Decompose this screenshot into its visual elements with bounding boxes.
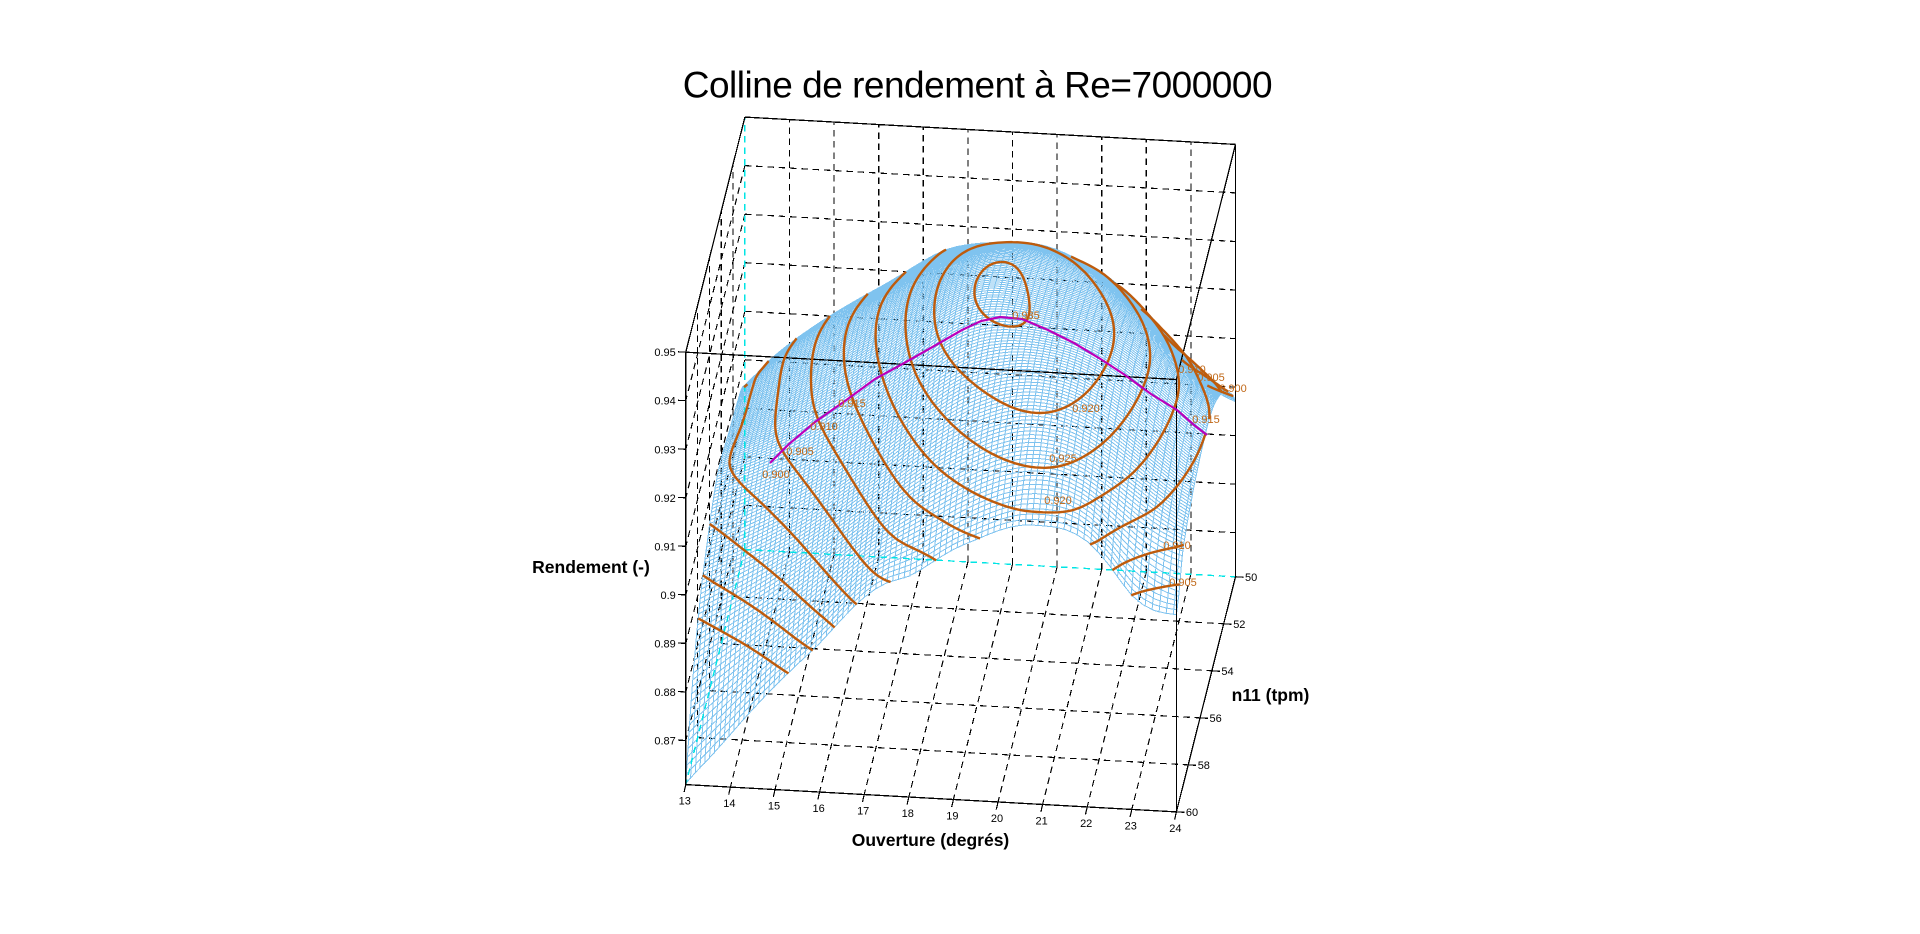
svg-text:0.905: 0.905 xyxy=(1169,577,1197,589)
svg-text:15: 15 xyxy=(768,801,780,813)
svg-text:0.915: 0.915 xyxy=(838,398,866,410)
svg-text:18: 18 xyxy=(902,808,914,820)
svg-text:0.900: 0.900 xyxy=(762,469,790,481)
svg-text:0.910: 0.910 xyxy=(810,421,838,433)
svg-text:0.910: 0.910 xyxy=(1163,540,1191,552)
svg-text:60: 60 xyxy=(1186,807,1198,819)
svg-text:23: 23 xyxy=(1125,820,1137,832)
svg-text:n11 (tpm): n11 (tpm) xyxy=(1232,685,1310,705)
svg-text:56: 56 xyxy=(1210,713,1222,725)
svg-text:0.9: 0.9 xyxy=(661,590,676,602)
svg-text:21: 21 xyxy=(1035,816,1047,828)
svg-text:Ouverture (degrés): Ouverture (degrés) xyxy=(852,830,1010,850)
svg-text:0.915: 0.915 xyxy=(1192,414,1220,426)
svg-text:0.920: 0.920 xyxy=(1044,495,1072,507)
svg-text:24: 24 xyxy=(1169,823,1181,835)
svg-text:0.900: 0.900 xyxy=(1219,383,1247,395)
svg-text:0.920: 0.920 xyxy=(1072,403,1100,415)
svg-text:22: 22 xyxy=(1080,818,1092,830)
svg-text:0.91: 0.91 xyxy=(654,541,675,553)
svg-text:Colline de rendement à Re=7000: Colline de rendement à Re=7000000 xyxy=(683,65,1272,106)
svg-text:0.93: 0.93 xyxy=(654,444,675,456)
svg-text:52: 52 xyxy=(1233,619,1245,631)
svg-text:0.94: 0.94 xyxy=(654,396,675,408)
svg-text:20: 20 xyxy=(991,813,1003,825)
svg-text:0.88: 0.88 xyxy=(654,687,675,699)
svg-text:0.92: 0.92 xyxy=(654,493,675,505)
svg-text:0.935: 0.935 xyxy=(1012,310,1040,322)
svg-text:19: 19 xyxy=(946,811,958,823)
svg-text:14: 14 xyxy=(723,798,735,810)
svg-text:50: 50 xyxy=(1245,572,1257,584)
svg-text:13: 13 xyxy=(679,796,691,808)
svg-text:0.89: 0.89 xyxy=(654,638,675,650)
svg-text:0.87: 0.87 xyxy=(654,736,675,748)
svg-text:0.925: 0.925 xyxy=(1049,453,1077,465)
svg-text:54: 54 xyxy=(1221,666,1233,678)
svg-text:Rendement (-): Rendement (-) xyxy=(532,557,650,577)
svg-text:0.95: 0.95 xyxy=(654,347,675,359)
svg-text:17: 17 xyxy=(857,806,869,818)
svg-text:16: 16 xyxy=(812,803,824,815)
svg-text:0.905: 0.905 xyxy=(786,446,814,458)
svg-text:58: 58 xyxy=(1198,760,1210,772)
